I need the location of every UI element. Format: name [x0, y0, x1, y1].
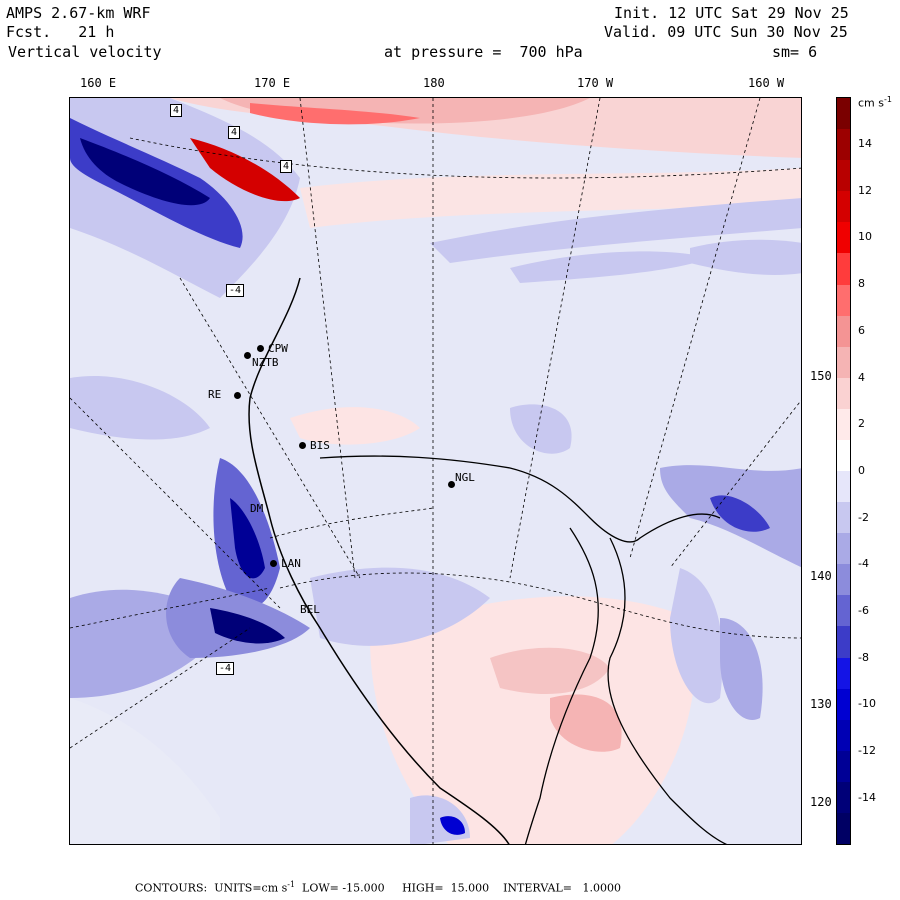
colorbar: [836, 97, 851, 845]
colorbar-segment: [837, 253, 850, 285]
station-label-ngl: NGL: [455, 471, 475, 484]
field-name: Vertical velocity: [8, 43, 162, 61]
station-dot-lan: [270, 560, 277, 567]
contour-label: 4: [228, 126, 241, 139]
lon-label-170w: 170 W: [577, 76, 614, 90]
colorbar-segment: [837, 129, 850, 161]
colorbar-segment: [837, 160, 850, 192]
station-dot-ngl: [448, 481, 455, 488]
colorbar-tick-label: 2: [858, 417, 865, 431]
contour-label: -4: [226, 284, 245, 297]
colorbar-segment: [837, 284, 850, 317]
colorbar-tick-label: -2: [858, 510, 869, 524]
colorbar-tick-label: 10: [858, 230, 872, 244]
station-label-lan: LAN: [281, 557, 301, 570]
lon-label-170e: 170 E: [254, 76, 291, 90]
colorbar-tick-label: 14: [858, 137, 872, 150]
colorbar-segment: [837, 626, 850, 658]
colorbar-segment: [837, 439, 850, 472]
colorbar-unit: cm s-1: [858, 95, 892, 110]
colorbar-segment: [837, 98, 850, 130]
contour-label: 4: [280, 160, 293, 173]
forecast-hour: Fcst. 21 h: [6, 23, 115, 41]
colorbar-tick-label: 0: [858, 463, 865, 477]
colorbar-segment: [837, 502, 850, 534]
contour-footer: CONTOURS: UNITS=cm s-1 LOW= -15.000 HIGH…: [135, 880, 621, 895]
station-label-cpw: CPW: [268, 342, 288, 355]
lon-label-160w: 160 W: [748, 76, 785, 90]
colorbar-segment: [837, 595, 850, 627]
station-label-nztb: NZTB: [252, 356, 279, 369]
station-dot-bis: [299, 442, 306, 449]
colorbar-tick-label: -14: [858, 790, 876, 804]
lon-label-160e: 160 E: [80, 76, 117, 90]
colorbar-tick-label: -8: [858, 650, 869, 664]
station-label-bel: BEL: [300, 603, 320, 616]
colorbar-tick-label: -12: [858, 744, 876, 758]
station-dot-cpw: [257, 345, 264, 352]
station-label-bis: BIS: [310, 439, 330, 452]
pressure-level: at pressure = 700 hPa: [384, 43, 583, 61]
init-time: Init. 12 UTC Sat 29 Nov 25: [614, 4, 849, 22]
colorbar-segment: [837, 719, 850, 752]
valid-time: Valid. 09 UTC Sun 30 Nov 25: [604, 23, 848, 41]
colorbar-segment: [837, 750, 850, 783]
colorbar-segment: [837, 191, 850, 223]
colorbar-segment: [837, 222, 850, 254]
colorbar-tick-label: 6: [858, 323, 865, 337]
colorbar-segment: [837, 377, 850, 410]
station-label-re: RE: [208, 388, 222, 401]
colorbar-segment: [837, 346, 850, 379]
colorbar-segment: [837, 315, 850, 348]
colorbar-segment: [837, 564, 850, 596]
lon-label-180: 180: [423, 76, 445, 90]
vertical-velocity-map: CPW NZTB RE BIS NGL LAN BEL DM 4 4 4 -4 …: [69, 97, 802, 845]
colorbar-tick-label: -6: [858, 604, 869, 617]
model-title: AMPS 2.67-km WRF: [6, 4, 151, 22]
map-field-layer: [70, 98, 801, 844]
colorbar-tick-label: 12: [858, 183, 872, 197]
colorbar-segment: [837, 657, 850, 690]
colorbar-tick-label: -10: [858, 697, 876, 711]
colorbar-segment: [837, 781, 850, 814]
colorbar-segment: [837, 688, 850, 721]
station-label-dm: DM: [250, 502, 264, 515]
station-dot-nztb: [244, 352, 251, 359]
smoothing-level: sm= 6: [772, 43, 818, 61]
contour-label: 4: [170, 104, 183, 117]
colorbar-segment: [837, 533, 850, 565]
contour-label: -4: [216, 662, 235, 675]
colorbar-segment: [837, 408, 850, 441]
colorbar-tick-label: -4: [858, 557, 869, 571]
colorbar-segment: [837, 812, 850, 845]
colorbar-tick-label: 8: [858, 277, 865, 291]
station-dot-re: [234, 392, 241, 399]
colorbar-segment: [837, 471, 850, 503]
colorbar-tick-label: 4: [858, 370, 865, 384]
